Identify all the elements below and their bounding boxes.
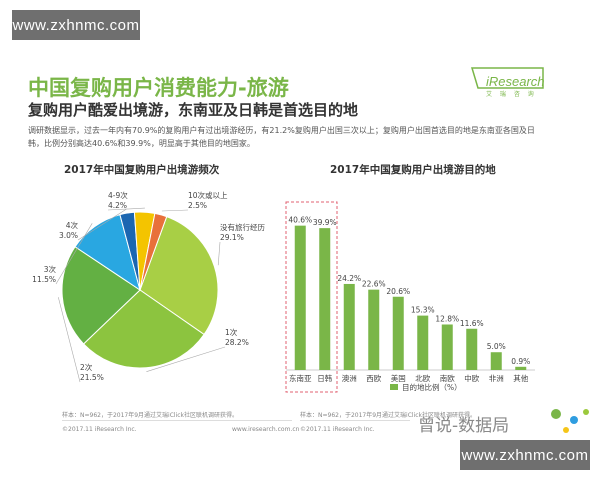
pie-slice-value: 4.2%	[108, 201, 127, 210]
bar-value-label: 20.6%	[386, 287, 410, 296]
legend-swatch	[390, 384, 398, 390]
pie-slice-value: 21.5%	[80, 373, 104, 382]
bar	[417, 315, 429, 370]
footer-copyright-left: ©2017.11 iResearch Inc.	[62, 426, 137, 433]
pie-slice-name: 没有旅行经历	[220, 222, 265, 232]
bar	[319, 228, 331, 370]
bar-value-label: 39.9%	[313, 218, 337, 227]
bar-value-label: 15.3%	[411, 306, 435, 315]
decorative-dots	[551, 409, 589, 433]
bar	[294, 225, 306, 370]
bar-value-label: 12.8%	[435, 314, 459, 323]
pie-leader-line	[146, 346, 226, 372]
bar-category-label: 南欧	[440, 373, 455, 383]
pie-slice-name: 3次	[44, 264, 57, 274]
bar	[515, 366, 527, 370]
iresearch-logo	[470, 67, 544, 89]
bar	[466, 328, 478, 370]
footer-url: www.iresearch.com.cn	[232, 426, 300, 433]
pie-leader-line	[107, 207, 145, 211]
bar-category-label: 澳洲	[342, 373, 357, 383]
description: 调研数据显示，过去一年内有70.9%的复购用户有过出境游经历，有21.2%复购用…	[28, 126, 535, 148]
pie-slice	[82, 289, 205, 369]
pie-leader-line	[58, 297, 81, 383]
bar	[392, 296, 404, 370]
bar-category-label: 中欧	[464, 373, 479, 383]
pie-slice	[139, 212, 168, 291]
page-subtitle: 复购用户酷爱出境游，东南亚及日韩是首选目的地	[28, 101, 359, 119]
bar-category-label: 非洲	[489, 373, 504, 383]
footer-divider-right	[300, 420, 410, 421]
page-title: 中国复购用户消费能力-旅游	[28, 76, 289, 100]
bar-value-label: 0.9%	[511, 357, 530, 366]
bar-value-label: 22.6%	[362, 280, 386, 289]
pie-slice-value: 28.2%	[225, 338, 249, 347]
pie-slice	[139, 216, 219, 336]
bar-value-label: 40.6%	[288, 216, 312, 225]
pie-slice-value: 3.0%	[59, 231, 78, 240]
watermark-top: www.zxhnmc.com	[12, 10, 140, 40]
pie-slice-name: 10次或以上	[188, 190, 228, 200]
bar-category-label: 东南亚	[289, 373, 312, 383]
bar	[441, 324, 453, 370]
bar-category-label: 西欧	[366, 373, 381, 383]
pie-leader-line	[161, 209, 189, 212]
legend-label: 目的地比例（%）	[402, 382, 462, 392]
bar	[343, 283, 355, 370]
bar-chart-title: 2017年中国复购用户出境游目的地	[330, 164, 496, 176]
bar-category-label: 日韩	[317, 373, 332, 383]
footer-source-left: 样本：N=962，于2017年9月通过艾瑞iClick社区联机调研获得。	[62, 412, 239, 419]
highlight-box	[285, 201, 338, 393]
pie-slice-name: 2次	[80, 362, 93, 372]
pie-slice-name: 1次	[225, 327, 238, 337]
footer-source-right: 样本：N=962，于2017年9月通过艾瑞iClick社区联机调研获得。	[300, 412, 477, 419]
bar	[368, 289, 380, 370]
pie-leader-line	[77, 208, 127, 241]
pie-slice	[61, 246, 141, 345]
bar-category-label: 美国	[391, 373, 406, 383]
bar-value-label: 5.0%	[487, 342, 506, 351]
bar-value-label: 11.6%	[460, 319, 484, 328]
pie-chart-title: 2017年中国复购用户出境游频次	[64, 164, 220, 176]
pie-leader-line	[55, 223, 93, 285]
bar-value-label: 24.2%	[337, 274, 361, 283]
pie-slice-value: 11.5%	[32, 275, 56, 284]
bar-chart: 40.6% 东南亚 39.9% 日韩 24.2% 澳洲 22.6% 西欧 20.6% 美国 15.3…	[285, 201, 535, 393]
logo-text: iResearch	[486, 74, 545, 89]
pie-slice-name: 4次	[66, 220, 79, 230]
credit-watermark: 曾说-数据局	[418, 416, 510, 436]
pie-leader-line	[217, 241, 221, 266]
pie-slice-value: 2.5%	[188, 201, 207, 210]
pie-slice-value: 29.1%	[220, 233, 244, 242]
watermark-bottom: www.zxhnmc.com	[460, 440, 590, 470]
bar	[490, 352, 502, 370]
footer-copyright-right: ©2017.11 iResearch Inc.	[300, 426, 375, 433]
footer-divider-left	[62, 420, 292, 421]
pie-slice-name: 4-9次	[108, 190, 128, 200]
bar-category-label: 北欧	[415, 373, 430, 383]
bar-category-label: 其他	[513, 373, 528, 383]
logo-subtext: 艾 瑞 咨 询	[486, 91, 537, 98]
